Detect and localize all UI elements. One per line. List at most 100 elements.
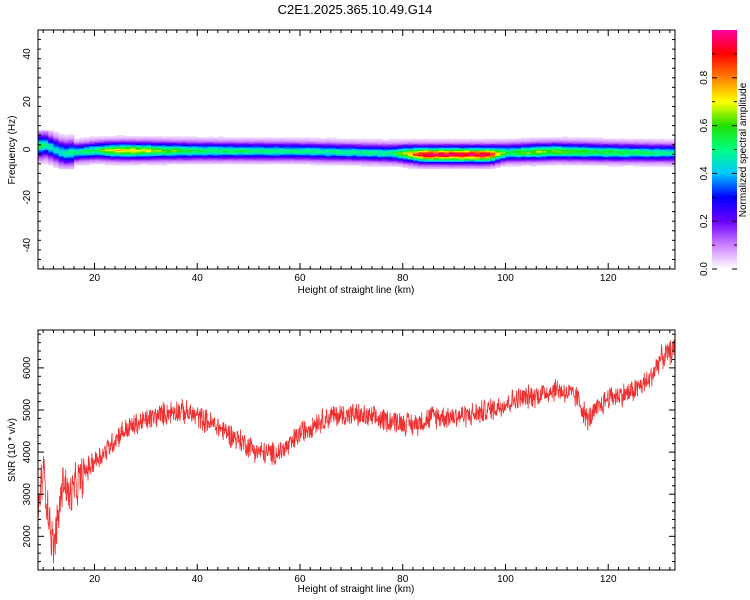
heatmap-cell: [68, 166, 75, 168]
heatmap-cell: [623, 144, 630, 147]
heatmap-cell: [526, 154, 532, 156]
heatmap-cell: [299, 142, 306, 145]
heatmap-cell: [335, 141, 342, 143]
heatmap-cell: [145, 150, 152, 153]
heatmap-cell: [171, 149, 178, 152]
heatmap-cell: [597, 151, 604, 154]
heatmap-cell: [145, 148, 152, 150]
heatmap-cell: [125, 148, 131, 150]
heatmap-cell: [145, 161, 152, 164]
heatmap-cell: [438, 141, 445, 143]
heatmap-cell: [238, 161, 244, 164]
heatmap-cell: [48, 150, 54, 153]
heatmap-cell: [479, 154, 486, 156]
heatmap-cell: [58, 147, 65, 149]
heatmap-cell: [63, 141, 70, 143]
heatmap-cell: [217, 162, 224, 165]
heatmap-cell: [500, 139, 506, 142]
heatmap-cell: [623, 156, 630, 159]
heatmap-cell: [48, 144, 54, 147]
heatmap-cell: [68, 161, 75, 164]
heatmap-cell: [448, 160, 455, 162]
heatmap-cell: [541, 142, 548, 145]
heatmap-cell: [73, 160, 80, 162]
heatmap-cell: [531, 153, 537, 155]
heatmap-cell: [397, 157, 404, 160]
heatmap-cell: [567, 163, 573, 166]
heatmap-cell: [181, 157, 188, 160]
heatmap-cell: [361, 165, 368, 167]
heatmap-cell: [120, 157, 126, 160]
heatmap-cell: [161, 163, 167, 166]
heatmap-cell: [407, 167, 414, 170]
heatmap-cell: [320, 149, 327, 152]
heatmap-cell: [109, 159, 116, 161]
heatmap-cell: [253, 137, 260, 140]
heatmap-cell: [161, 160, 167, 162]
heatmap-cell: [377, 141, 383, 143]
heatmap-cell: [89, 150, 96, 153]
heatmap-cell: [274, 141, 280, 143]
heatmap-cell: [79, 161, 85, 164]
heatmap-cell: [433, 156, 440, 159]
heatmap-cell: [145, 144, 152, 147]
heatmap-cell: [572, 153, 578, 155]
heatmap-cell: [38, 135, 44, 137]
heatmap-cell: [125, 138, 131, 141]
heatmap-cell: [654, 162, 661, 165]
tick-label: 40: [192, 273, 204, 284]
heatmap-cell: [536, 147, 542, 149]
heatmap-cell: [567, 145, 573, 148]
heatmap-cell: [161, 162, 167, 165]
heatmap-cell: [541, 163, 548, 166]
heatmap-cell: [592, 155, 599, 158]
heatmap-cell: [669, 163, 676, 166]
heatmap-cell: [572, 143, 578, 146]
heatmap-cell: [654, 147, 661, 149]
heatmap-cell: [541, 153, 548, 155]
heatmap-cell: [377, 161, 383, 164]
heatmap-cell: [423, 150, 429, 153]
heatmap-cell: [228, 147, 234, 149]
heatmap-cell: [320, 147, 327, 149]
heatmap-cell: [454, 166, 460, 168]
heatmap-cell: [341, 149, 347, 152]
heatmap-cell: [94, 150, 101, 153]
heatmap-cell: [140, 144, 147, 147]
heatmap-cell: [89, 155, 96, 158]
heatmap-cell: [572, 145, 578, 148]
heatmap-cell: [156, 144, 162, 147]
heatmap-cell: [423, 159, 429, 161]
heatmap-cell: [500, 163, 506, 166]
heatmap-cell: [556, 157, 563, 160]
spectrogram-xlabel: Height of straight line (km): [298, 285, 415, 296]
heatmap-cell: [505, 150, 512, 153]
heatmap-cell: [284, 138, 291, 141]
heatmap-cell: [43, 161, 49, 164]
heatmap-cell: [464, 147, 471, 149]
heatmap-cell: [79, 155, 85, 158]
heatmap-cell: [171, 136, 178, 139]
heatmap-cell: [541, 139, 548, 142]
heatmap-cell: [603, 154, 609, 156]
heatmap-cell: [407, 166, 414, 168]
heatmap-cell: [176, 160, 183, 162]
heatmap-cell: [392, 143, 399, 146]
heatmap-cell: [443, 161, 450, 164]
heatmap-cell: [387, 155, 393, 158]
heatmap-cell: [299, 162, 306, 165]
heatmap-cell: [84, 159, 90, 161]
heatmap-cell: [669, 147, 676, 149]
heatmap-cell: [325, 162, 332, 165]
heatmap-cell: [294, 154, 301, 156]
heatmap-cell: [351, 163, 357, 166]
heatmap-cell: [423, 163, 429, 166]
heatmap-cell: [284, 147, 291, 149]
heatmap-cell: [58, 143, 65, 146]
heatmap-cell: [181, 150, 188, 153]
heatmap-cell: [633, 147, 640, 149]
heatmap-cell: [613, 163, 619, 166]
heatmap-cell: [289, 154, 296, 156]
heatmap-cell: [551, 147, 558, 149]
heatmap-cell: [423, 156, 429, 159]
